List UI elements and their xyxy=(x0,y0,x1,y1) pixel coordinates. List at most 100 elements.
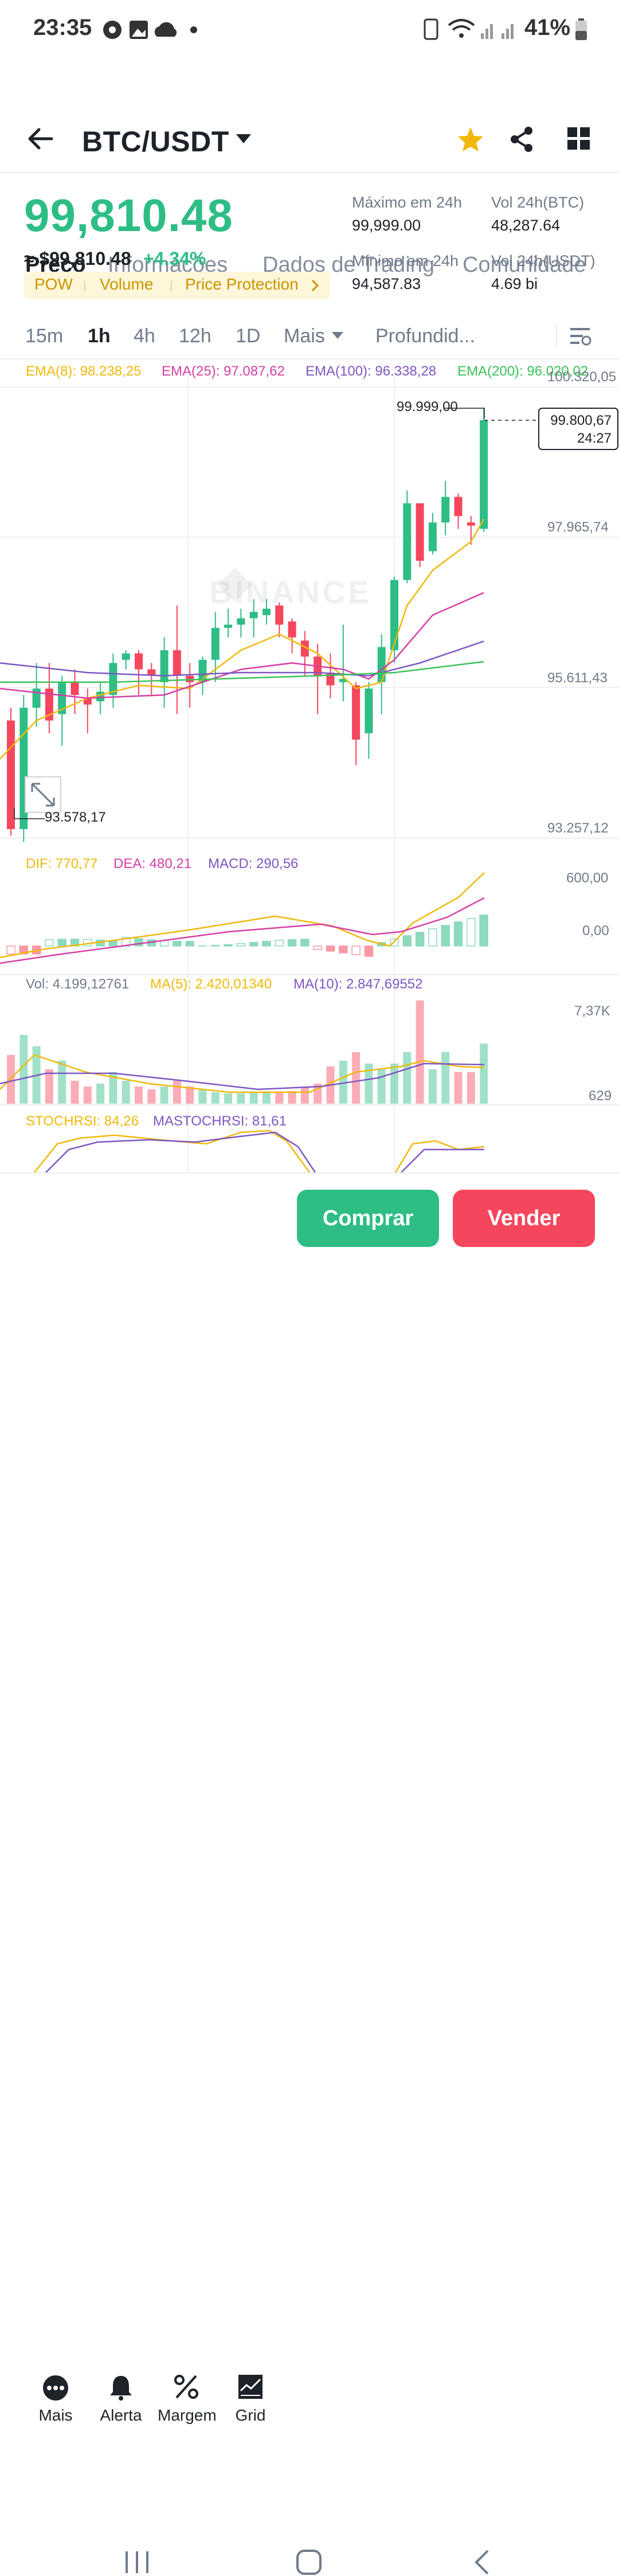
recent-apps-icon[interactable] xyxy=(123,2549,152,2575)
mastochrsi-line xyxy=(401,1150,484,1172)
macd-histogram-bar xyxy=(314,946,322,949)
y-label: 93.257,12 xyxy=(547,820,609,836)
volume-bar xyxy=(96,1084,104,1104)
candle-body xyxy=(467,522,475,526)
macd-histogram-bar xyxy=(250,943,258,946)
candle-body xyxy=(122,654,130,660)
nav-grid-label[interactable]: Grid xyxy=(222,2406,279,2425)
system-status-icons xyxy=(421,17,522,42)
battery-icon xyxy=(574,18,588,41)
home-icon[interactable] xyxy=(295,2548,323,2576)
candle-body xyxy=(378,647,386,682)
volume-bar xyxy=(441,1052,449,1104)
y-label: 95.611,43 xyxy=(547,670,608,686)
app-header: BTC/USDT xyxy=(0,57,619,120)
tag-price-protection[interactable]: Price Protection xyxy=(185,275,299,294)
countdown-label: 24:27 xyxy=(547,431,612,447)
interval-depth[interactable]: Profundid... xyxy=(375,325,475,347)
macd-histogram-bar xyxy=(327,946,335,951)
notification-icons xyxy=(102,17,240,42)
caret-down-icon[interactable] xyxy=(331,331,344,339)
candle-body xyxy=(365,689,373,733)
sell-button[interactable]: Vender xyxy=(453,1190,595,1247)
volume-bar xyxy=(378,1069,386,1104)
divider xyxy=(556,324,557,347)
more-icon[interactable] xyxy=(42,2375,69,2401)
tag-separator xyxy=(84,281,85,291)
vol-btc-label: Vol 24h(BTC) xyxy=(491,194,584,212)
candles xyxy=(7,408,488,842)
volume-bar xyxy=(467,1072,475,1104)
volume-bar xyxy=(250,1092,258,1104)
macd-histogram-bar xyxy=(441,925,449,946)
macd-histogram-bar xyxy=(455,922,463,946)
volume-bar xyxy=(122,1081,130,1104)
macd-dea-line xyxy=(0,898,484,963)
candle-body xyxy=(7,721,15,829)
vol-btc-value: 48,287.64 xyxy=(491,217,560,234)
interval-1d[interactable]: 1D xyxy=(236,325,260,347)
macd-histogram-bar xyxy=(7,946,15,954)
interval-4h[interactable]: 4h xyxy=(134,325,155,347)
macd-histogram-bar xyxy=(352,946,360,955)
candle-body xyxy=(237,618,245,624)
system-navigation xyxy=(0,1261,619,1342)
candle-body xyxy=(455,497,463,516)
volume-bar xyxy=(301,1088,309,1104)
candle-body xyxy=(429,522,437,551)
volume-bar xyxy=(416,1000,424,1104)
interval-1h[interactable]: 1h xyxy=(88,325,111,347)
macd-histogram-bar xyxy=(263,941,271,946)
macd-histogram-bar xyxy=(301,939,309,946)
macd-histogram-bar xyxy=(429,929,437,946)
volume-bar xyxy=(160,1086,169,1104)
high-marker: 99.999,00 xyxy=(397,399,458,415)
divider xyxy=(0,172,619,173)
candle-body xyxy=(224,625,232,628)
vol-usdt-label: Vol 24h(USDT) xyxy=(491,252,596,270)
bell-icon[interactable] xyxy=(108,2374,134,2401)
volume-bar xyxy=(403,1052,411,1104)
stochrsi-line xyxy=(395,1141,484,1172)
y-label: 97.965,74 xyxy=(547,519,609,535)
buy-button[interactable]: Comprar xyxy=(297,1190,439,1247)
volume-bar xyxy=(480,1043,488,1104)
tag-pow[interactable]: POW xyxy=(34,275,73,294)
macd-histogram-bar xyxy=(275,940,283,946)
chevron-right-icon[interactable] xyxy=(311,279,320,292)
candle-body xyxy=(250,612,258,618)
macd-value-legend: MACD: 290,56 xyxy=(208,856,298,872)
high-24h-value: 99,999.00 xyxy=(352,217,421,234)
fiat-price: ≈ $99,810.48 xyxy=(24,248,131,269)
grid-bot-icon[interactable] xyxy=(237,2374,264,2400)
macd-histogram-bar xyxy=(237,944,245,946)
candle-body xyxy=(403,503,411,580)
interval-12h[interactable]: 12h xyxy=(179,325,211,347)
volume-bar xyxy=(147,1089,155,1104)
mastochrsi-line xyxy=(46,1132,315,1172)
macd-histogram-bar xyxy=(467,918,475,946)
macd-panel xyxy=(0,873,488,963)
tag-volume[interactable]: Volume xyxy=(100,275,153,294)
nav-alert-label[interactable]: Alerta xyxy=(92,2406,150,2425)
macd-histogram-bar xyxy=(211,945,220,946)
chart-settings-icon[interactable] xyxy=(569,325,592,347)
percent-icon[interactable] xyxy=(173,2374,199,2400)
macd-histogram-bar xyxy=(339,946,347,953)
interval-more[interactable]: Mais xyxy=(284,325,325,347)
back-icon[interactable] xyxy=(473,2548,490,2576)
watermark-text: BINANCE xyxy=(209,573,371,611)
stochrsi-panel xyxy=(34,1131,484,1172)
nav-margin-label[interactable]: Margem xyxy=(158,2406,215,2425)
vol-ma10-legend: MA(10): 2.847,69552 xyxy=(293,976,422,992)
high-24h-label: Máximo em 24h xyxy=(352,194,462,212)
interval-15m[interactable]: 15m xyxy=(25,325,63,347)
stochrsi-line xyxy=(34,1131,310,1172)
vol-usdt-value: 4.69 bi xyxy=(491,275,538,293)
low-marker: 93.578,17 xyxy=(45,810,106,826)
nav-more-label[interactable]: Mais xyxy=(27,2406,84,2425)
volume-bar xyxy=(455,1072,463,1104)
kline-chart[interactable] xyxy=(0,373,619,1175)
macd-histogram-bar xyxy=(186,941,194,946)
volume-panel xyxy=(0,1000,488,1104)
